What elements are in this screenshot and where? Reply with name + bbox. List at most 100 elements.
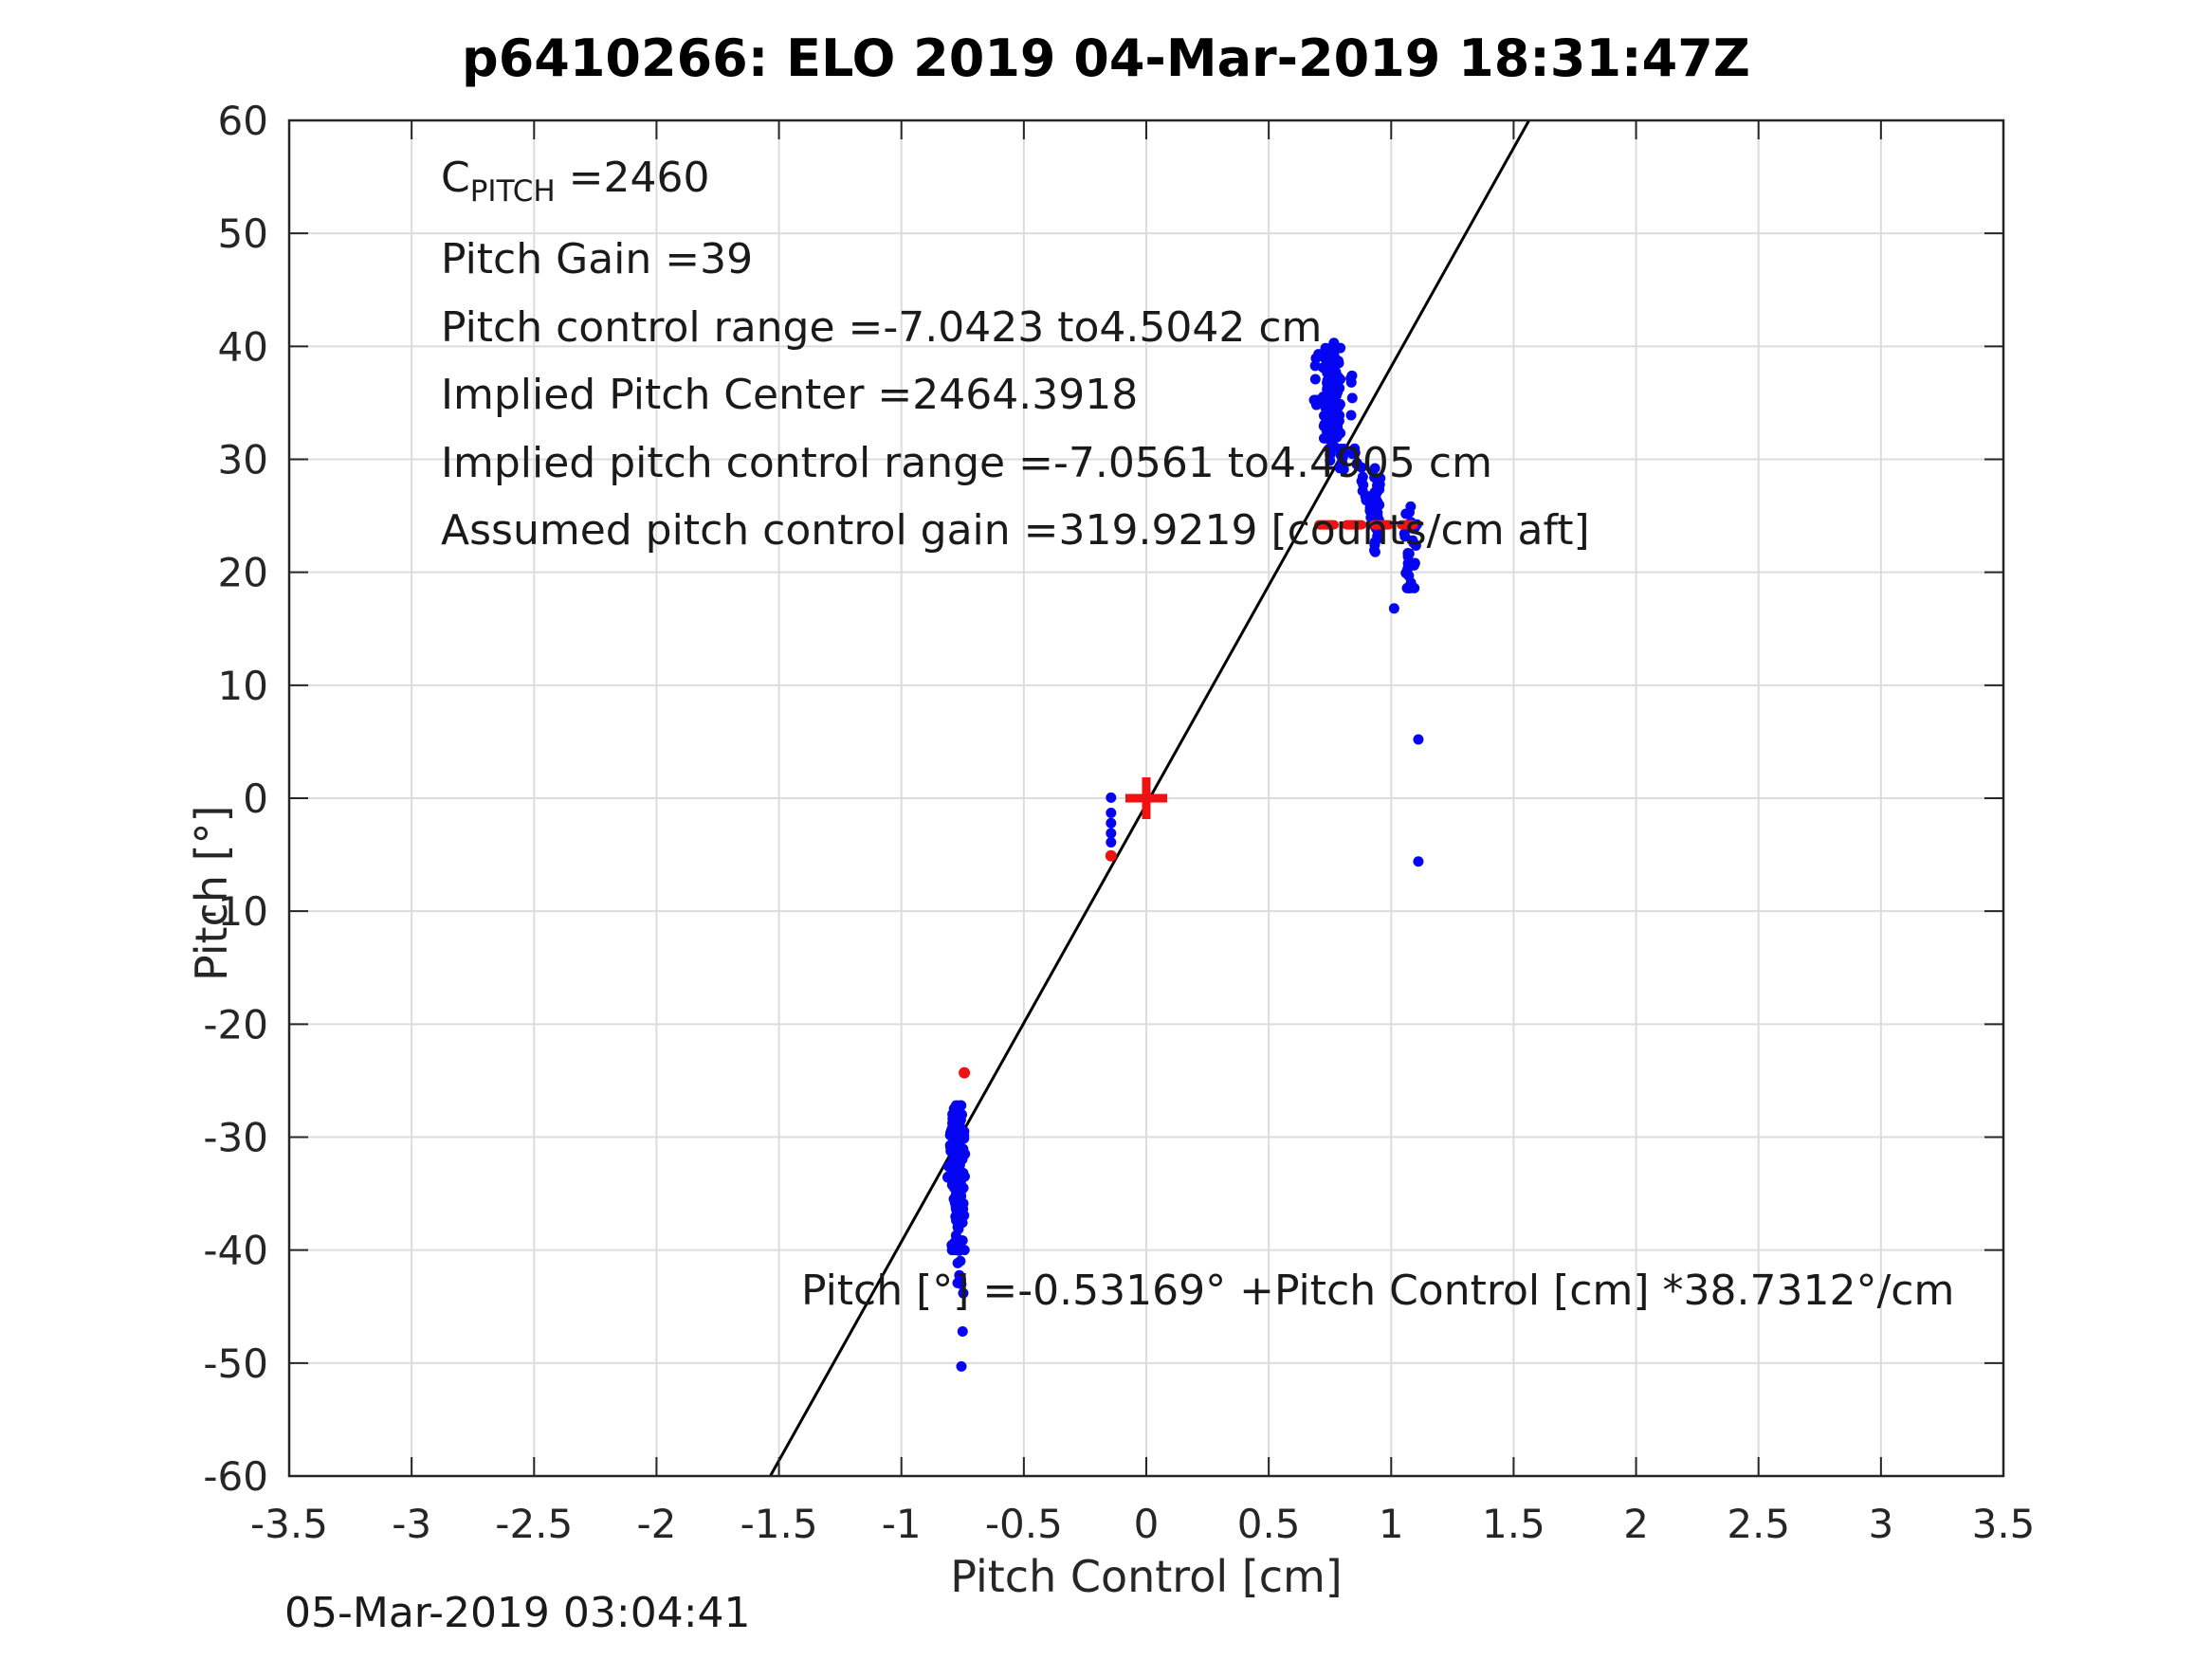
timestamp-label: 05-Mar-2019 03:04:41 (284, 1589, 751, 1637)
annotation-cpitch: CPITCH =2460 (441, 144, 1590, 226)
red-point (959, 1066, 971, 1079)
x-tick-label: 3.5 (1972, 1501, 2036, 1547)
y-tick-label: 40 (218, 323, 268, 370)
scatter-point (1106, 828, 1117, 839)
y-tick-label: 20 (218, 550, 268, 596)
scatter-point (1106, 836, 1117, 848)
scatter-point (1106, 792, 1117, 803)
scatter-point (1365, 512, 1377, 523)
cpitch-value: =2460 (555, 154, 710, 202)
scatter-point (1369, 463, 1380, 474)
x-tick-label: -2.5 (495, 1501, 573, 1547)
y-tick-label: -10 (203, 888, 268, 935)
plot-title: p6410266: ELO 2019 04-Mar-2019 18:31:47Z (462, 28, 1750, 88)
x-tick-label: -2 (636, 1501, 676, 1547)
x-tick-label: -1.5 (740, 1501, 818, 1547)
scatter-point (957, 1325, 968, 1337)
annotation-implied-pitch-center: Implied Pitch Center =2464.3918 (441, 371, 1139, 420)
scatter-point (1334, 463, 1345, 474)
scatter-point (1369, 539, 1380, 551)
annotation-block: CPITCH =2460 Pitch Gain =39 Pitch contro… (441, 144, 1590, 565)
scatter-point (1403, 506, 1415, 518)
scatter-point (1413, 734, 1424, 745)
annotation-pitch-gain: Pitch Gain =39 (441, 235, 754, 284)
fit-equation-label: Pitch [°] =-0.53169° +Pitch Control [cm]… (801, 1267, 1955, 1315)
scatter-point (1309, 374, 1321, 385)
scatter-point (953, 1178, 964, 1190)
scatter-point (1106, 807, 1117, 818)
y-axis-label: Pitch [°] (186, 805, 237, 981)
scatter-point (1333, 357, 1344, 369)
scatter-point (952, 1122, 963, 1134)
annotation-pitch-control-range: Pitch control range =-7.0423 to4.5042 cm (441, 302, 1323, 352)
scatter-point (956, 1360, 967, 1372)
scatter-point (1326, 374, 1338, 386)
scatter-point (1334, 398, 1345, 410)
x-tick-label: 1.5 (1482, 1501, 1545, 1547)
cpitch-base: C (441, 154, 470, 202)
x-tick-label: -1 (882, 1501, 922, 1547)
y-tick-label: -60 (203, 1453, 268, 1500)
y-tick-label: -20 (203, 1001, 268, 1048)
scatter-point (1345, 410, 1357, 421)
scatter-point (953, 1242, 964, 1253)
y-tick-label: -40 (203, 1228, 268, 1274)
scatter-point (1322, 367, 1333, 378)
scatter-point (954, 1133, 965, 1144)
y-tick-label: -30 (203, 1115, 268, 1161)
cpitch-subscript: PITCH (469, 173, 556, 209)
scatter-point (1309, 360, 1321, 372)
scatter-point (1327, 387, 1339, 398)
scatter-point (1325, 455, 1336, 466)
scatter-point (1356, 462, 1367, 473)
scatter-point (1402, 548, 1414, 559)
scatter-point (1375, 473, 1386, 484)
annotation-assumed-gain: Assumed pitch control gain =319.9219 [co… (441, 506, 1590, 556)
scatter-point (1349, 447, 1361, 459)
x-tick-label: 3 (1868, 1501, 1893, 1547)
scatter-point (951, 1169, 962, 1180)
scatter-point (1409, 582, 1420, 593)
scatter-point (947, 1108, 959, 1120)
scatter-point (954, 1276, 965, 1287)
x-tick-label: -3.5 (250, 1501, 328, 1547)
axes-frame (287, 118, 2005, 1478)
scatter-point (1325, 447, 1336, 458)
x-tick-label: 2 (1623, 1501, 1649, 1547)
y-tick-label: 0 (243, 775, 268, 822)
x-tick-label: 0.5 (1237, 1501, 1301, 1547)
scatter-point (1322, 421, 1333, 432)
y-tick-label: 10 (218, 663, 268, 709)
scatter-point (953, 1201, 964, 1212)
x-tick-label: 0 (1134, 1501, 1160, 1547)
scatter-point (958, 1287, 969, 1299)
x-tick-label: 2.5 (1727, 1501, 1790, 1547)
scatter-point (1325, 407, 1336, 418)
scatter-point (954, 1215, 965, 1227)
y-tick-label: -50 (203, 1340, 268, 1387)
scatter-point (952, 1257, 963, 1268)
y-tick-label: 30 (218, 437, 268, 483)
scatter-point (954, 1153, 965, 1164)
scatter-point (1346, 392, 1358, 404)
scatter-point (1310, 399, 1322, 410)
scatter-point (1372, 531, 1383, 542)
scatter-point (958, 1143, 969, 1155)
scatter-point (1399, 531, 1411, 542)
y-tick-label: 60 (218, 98, 268, 144)
scatter-point (955, 1100, 966, 1111)
scatter-point (1388, 603, 1399, 614)
scatter-point (1313, 349, 1325, 360)
scatter-point (1345, 373, 1357, 384)
scatter-point (1413, 856, 1424, 867)
scatter-point (1410, 539, 1421, 551)
scatter-point (1318, 432, 1329, 444)
scatter-point (1362, 491, 1374, 502)
scatter-point (1322, 353, 1333, 364)
red-point (1105, 849, 1117, 862)
scatter-point (1335, 342, 1346, 354)
x-tick-label: 1 (1379, 1501, 1404, 1547)
x-tick-label: -3 (392, 1501, 431, 1547)
y-tick-label: 50 (218, 210, 268, 257)
